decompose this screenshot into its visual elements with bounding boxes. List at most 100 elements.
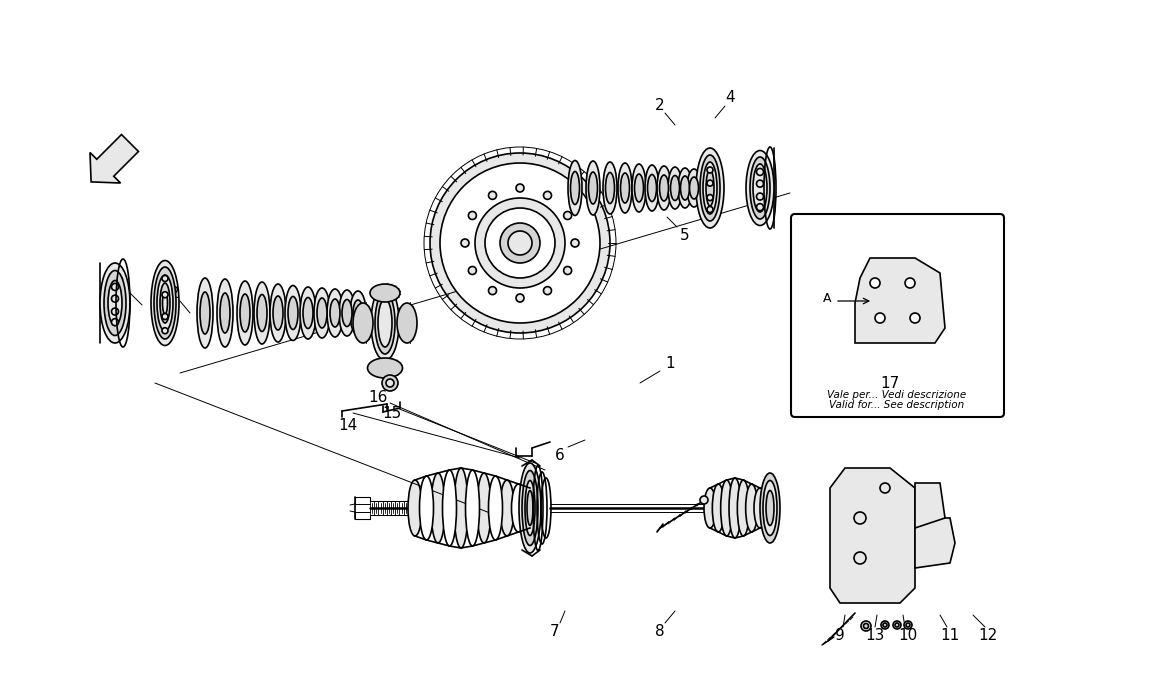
Ellipse shape (342, 300, 352, 326)
Ellipse shape (568, 161, 582, 216)
Ellipse shape (254, 282, 270, 344)
Circle shape (910, 313, 920, 323)
Ellipse shape (489, 476, 503, 540)
Ellipse shape (375, 292, 394, 354)
Ellipse shape (339, 290, 355, 336)
Ellipse shape (678, 168, 692, 208)
Ellipse shape (443, 470, 457, 546)
Ellipse shape (100, 263, 130, 343)
Polygon shape (854, 258, 945, 343)
Ellipse shape (397, 303, 417, 343)
Ellipse shape (703, 162, 716, 214)
Ellipse shape (721, 480, 733, 536)
Circle shape (861, 621, 871, 631)
Ellipse shape (704, 488, 716, 528)
Circle shape (112, 319, 118, 326)
Circle shape (883, 623, 887, 627)
Circle shape (757, 193, 764, 200)
Circle shape (430, 153, 610, 333)
Circle shape (516, 294, 524, 302)
Ellipse shape (314, 288, 330, 338)
Ellipse shape (700, 155, 720, 221)
Ellipse shape (370, 284, 400, 302)
Ellipse shape (197, 278, 213, 348)
Ellipse shape (645, 165, 659, 211)
Text: 5: 5 (680, 227, 690, 242)
Circle shape (162, 275, 168, 281)
Circle shape (875, 313, 886, 323)
Circle shape (468, 266, 476, 275)
Polygon shape (830, 468, 915, 603)
Circle shape (757, 169, 764, 176)
Ellipse shape (606, 173, 614, 204)
Ellipse shape (670, 176, 680, 201)
Circle shape (162, 313, 168, 320)
Ellipse shape (420, 476, 434, 540)
Ellipse shape (570, 171, 580, 204)
Circle shape (894, 621, 900, 629)
Ellipse shape (288, 296, 298, 329)
Circle shape (440, 163, 600, 323)
Text: 13: 13 (865, 628, 884, 643)
Ellipse shape (466, 470, 480, 546)
Ellipse shape (753, 164, 767, 212)
Circle shape (707, 180, 713, 186)
Circle shape (489, 287, 497, 294)
Ellipse shape (477, 473, 491, 543)
Circle shape (162, 292, 168, 298)
Ellipse shape (151, 260, 179, 346)
Ellipse shape (160, 283, 170, 323)
Ellipse shape (696, 148, 724, 228)
Text: 2: 2 (656, 98, 665, 113)
Circle shape (572, 239, 578, 247)
Ellipse shape (285, 285, 301, 341)
Text: 7: 7 (550, 624, 560, 639)
Ellipse shape (431, 473, 445, 543)
Ellipse shape (330, 299, 340, 327)
Circle shape (162, 328, 168, 334)
Circle shape (702, 498, 706, 502)
Circle shape (707, 167, 713, 173)
Ellipse shape (371, 285, 399, 361)
Ellipse shape (760, 473, 780, 543)
Circle shape (516, 184, 524, 192)
Ellipse shape (158, 275, 172, 331)
Ellipse shape (589, 172, 598, 204)
Ellipse shape (200, 292, 210, 334)
Text: 3: 3 (115, 275, 125, 290)
Circle shape (707, 206, 713, 212)
Ellipse shape (300, 287, 316, 339)
Circle shape (564, 266, 572, 275)
Ellipse shape (378, 299, 392, 347)
Circle shape (468, 212, 476, 219)
Ellipse shape (766, 490, 774, 525)
Circle shape (489, 191, 497, 199)
Ellipse shape (270, 284, 286, 342)
Circle shape (904, 621, 912, 629)
Circle shape (854, 552, 866, 564)
Circle shape (864, 624, 868, 628)
Text: 1: 1 (665, 355, 675, 370)
Ellipse shape (737, 480, 750, 536)
Text: A: A (822, 292, 831, 305)
Text: 11: 11 (941, 628, 959, 643)
Text: 6: 6 (555, 447, 565, 462)
Ellipse shape (368, 358, 402, 378)
Circle shape (906, 623, 910, 627)
Circle shape (112, 283, 118, 290)
Ellipse shape (762, 481, 777, 535)
Ellipse shape (237, 281, 253, 345)
Ellipse shape (220, 293, 230, 333)
Text: 9: 9 (835, 628, 845, 643)
Ellipse shape (668, 167, 682, 209)
Text: Vale per... Vedi descrizione: Vale per... Vedi descrizione (827, 390, 967, 400)
Ellipse shape (618, 163, 633, 213)
Text: 2: 2 (170, 285, 179, 301)
Ellipse shape (162, 292, 168, 314)
Circle shape (707, 195, 713, 201)
Text: Valid for... See description: Valid for... See description (829, 400, 965, 410)
Circle shape (382, 375, 398, 391)
Circle shape (475, 198, 565, 288)
FancyBboxPatch shape (791, 214, 1004, 417)
Ellipse shape (523, 488, 537, 528)
